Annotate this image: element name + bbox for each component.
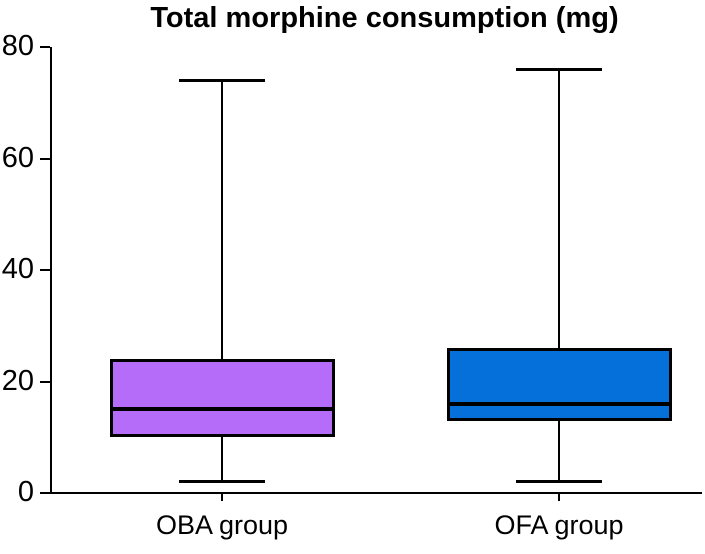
y-tick-label: 0 <box>17 475 34 508</box>
y-tick-mark <box>40 492 50 494</box>
upper-whisker-cap <box>516 67 602 71</box>
y-tick-mark <box>40 269 50 271</box>
lower-whisker-line <box>221 437 223 482</box>
upper-whisker-cap <box>179 78 265 82</box>
lower-whisker-cap <box>179 480 265 484</box>
x-tick-mark <box>558 493 560 501</box>
lower-whisker-cap <box>516 480 602 484</box>
y-tick-mark <box>40 157 50 160</box>
y-tick-mark <box>40 46 50 48</box>
x-tick-mark <box>221 493 223 501</box>
y-tick-label: 80 <box>1 29 34 62</box>
y-tick-label: 40 <box>1 252 34 285</box>
lower-whisker-line <box>558 420 560 482</box>
median-line <box>446 401 672 406</box>
upper-whisker-line <box>221 80 223 360</box>
category-label: OBA group <box>155 510 289 540</box>
median-line <box>109 407 335 412</box>
chart-title: Total morphine consumption (mg) <box>150 2 619 34</box>
y-tick-label: 60 <box>1 141 34 174</box>
iqr-box <box>109 359 335 438</box>
y-tick-mark <box>40 380 50 383</box>
upper-whisker-line <box>558 69 560 349</box>
iqr-box <box>446 348 672 421</box>
y-axis-line <box>50 47 52 493</box>
y-tick-label: 20 <box>1 364 34 397</box>
x-axis-line <box>50 491 702 494</box>
category-label: OFA group <box>494 510 624 540</box>
